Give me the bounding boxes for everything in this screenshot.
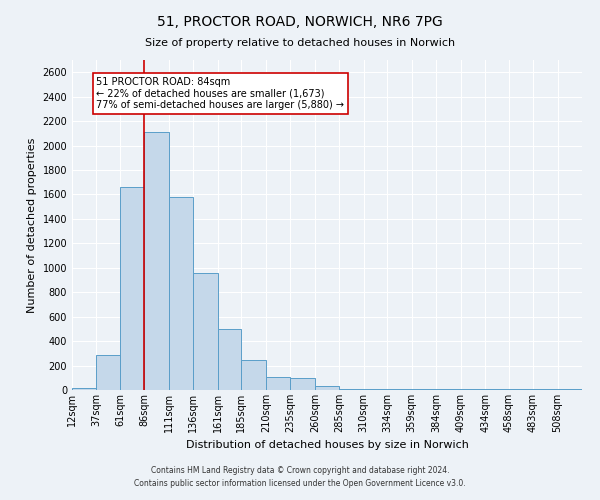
Bar	[557, 389, 582, 390]
Bar	[218, 329, 241, 390]
X-axis label: Distribution of detached houses by size in Norwich: Distribution of detached houses by size …	[185, 440, 469, 450]
Text: Size of property relative to detached houses in Norwich: Size of property relative to detached ho…	[145, 38, 455, 48]
Text: 51, PROCTOR ROAD, NORWICH, NR6 7PG: 51, PROCTOR ROAD, NORWICH, NR6 7PG	[157, 15, 443, 29]
Text: 51 PROCTOR ROAD: 84sqm
← 22% of detached houses are smaller (1,673)
77% of semi-: 51 PROCTOR ROAD: 84sqm ← 22% of detached…	[97, 77, 344, 110]
Bar	[339, 389, 364, 390]
Bar	[241, 360, 266, 390]
Y-axis label: Number of detached properties: Number of detached properties	[27, 138, 37, 312]
Bar	[145, 132, 169, 390]
Bar	[72, 388, 97, 390]
Bar	[266, 376, 290, 390]
Bar	[193, 272, 218, 390]
Bar	[169, 197, 193, 390]
Bar	[120, 187, 145, 390]
Bar	[290, 378, 315, 390]
Bar	[97, 354, 120, 390]
Bar	[315, 386, 339, 390]
Text: Contains HM Land Registry data © Crown copyright and database right 2024.
Contai: Contains HM Land Registry data © Crown c…	[134, 466, 466, 487]
